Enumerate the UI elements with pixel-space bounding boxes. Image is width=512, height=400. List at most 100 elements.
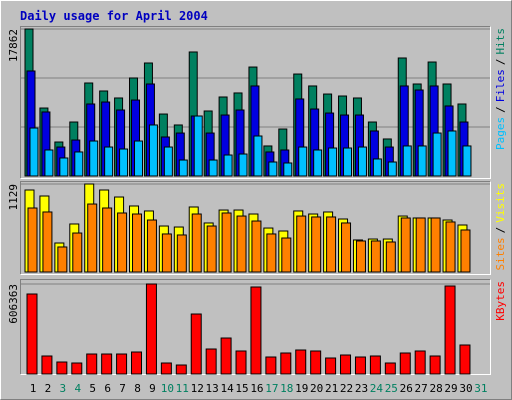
bar	[223, 154, 233, 177]
x-tick-label: 31	[474, 382, 487, 395]
legend-entry: Pages	[494, 117, 507, 150]
bar	[447, 130, 457, 177]
bar	[326, 216, 337, 273]
legend: Sites / Visits	[494, 183, 507, 271]
bar	[429, 355, 441, 375]
panel-edge-light	[20, 181, 491, 275]
bar	[175, 364, 187, 375]
x-tick-label: 11	[176, 382, 189, 395]
x-tick-label: 17	[265, 382, 278, 395]
bar	[400, 217, 411, 273]
bar	[104, 146, 114, 177]
bar	[369, 355, 381, 375]
x-tick-label: 10	[161, 382, 174, 395]
x-tick-label: 19	[295, 382, 308, 395]
x-tick-label: 8	[134, 382, 141, 395]
bar	[116, 353, 128, 375]
y-tick-label: 606363	[7, 284, 20, 324]
bar	[238, 153, 248, 177]
legend-entry: KBytes	[494, 281, 507, 321]
bar	[26, 293, 38, 375]
bar	[27, 207, 38, 273]
bar	[208, 159, 218, 177]
bar	[191, 213, 202, 273]
panel-edge-light	[20, 26, 491, 179]
bar	[266, 233, 277, 273]
bar	[134, 140, 144, 177]
bar	[193, 115, 203, 177]
bar	[459, 344, 471, 375]
bar	[56, 361, 68, 375]
x-tick-label: 24	[370, 382, 384, 395]
bar	[251, 220, 262, 273]
x-tick-label: 7	[119, 382, 126, 395]
bar	[42, 211, 53, 273]
x-tick-label: 2	[45, 382, 52, 395]
bar	[355, 240, 366, 273]
legend-entry: Hits	[494, 28, 507, 55]
bar	[311, 216, 322, 273]
bar	[298, 146, 308, 177]
bar	[102, 207, 113, 273]
bar	[328, 147, 338, 177]
bar	[71, 362, 83, 375]
bar	[340, 354, 352, 375]
bar	[221, 212, 232, 273]
bar	[72, 232, 83, 273]
bar	[296, 215, 307, 273]
bar	[41, 355, 53, 375]
x-tick-label: 5	[89, 382, 96, 395]
bar	[372, 158, 382, 177]
y-tick-label: 1129	[7, 184, 20, 211]
bar	[281, 237, 292, 273]
bar	[57, 246, 68, 273]
bar	[430, 217, 441, 273]
legend: KBytes	[494, 281, 507, 321]
bar	[402, 145, 412, 177]
x-tick-label: 16	[250, 382, 263, 395]
bar	[74, 151, 84, 177]
bar	[131, 351, 143, 375]
bar	[29, 127, 39, 177]
bar	[101, 353, 113, 375]
bar	[253, 135, 263, 177]
bar	[417, 145, 427, 177]
x-tick-label: 6	[104, 382, 111, 395]
bar	[87, 203, 98, 273]
bar	[206, 225, 217, 273]
x-tick-label: 25	[385, 382, 398, 395]
x-tick-label: 15	[235, 382, 248, 395]
legend-separator: /	[494, 59, 507, 66]
y-tick-label: 17862	[7, 29, 20, 62]
bar	[146, 219, 157, 273]
bar	[387, 161, 397, 177]
bar	[163, 146, 173, 177]
bar	[86, 353, 98, 375]
x-tick-label: 27	[415, 382, 428, 395]
x-tick-label: 29	[444, 382, 457, 395]
bar	[280, 352, 292, 375]
bar	[176, 234, 187, 273]
bar	[313, 149, 323, 177]
x-tick-label: 26	[400, 382, 413, 395]
bar	[236, 215, 247, 273]
bar	[399, 352, 411, 375]
legend-separator: /	[494, 106, 507, 113]
bar	[460, 229, 471, 273]
bar	[283, 162, 293, 177]
bar	[265, 356, 277, 375]
bar	[414, 350, 426, 375]
bar	[250, 286, 262, 375]
bar	[357, 146, 367, 177]
x-tick-label: 21	[325, 382, 338, 395]
bar	[310, 350, 322, 375]
legend-separator: /	[494, 227, 507, 234]
x-tick-label: 1	[30, 382, 37, 395]
bar	[370, 240, 381, 273]
bar	[462, 145, 472, 177]
bar	[343, 147, 353, 177]
x-tick-label: 13	[206, 382, 219, 395]
bar	[44, 149, 54, 177]
bar	[220, 337, 232, 375]
